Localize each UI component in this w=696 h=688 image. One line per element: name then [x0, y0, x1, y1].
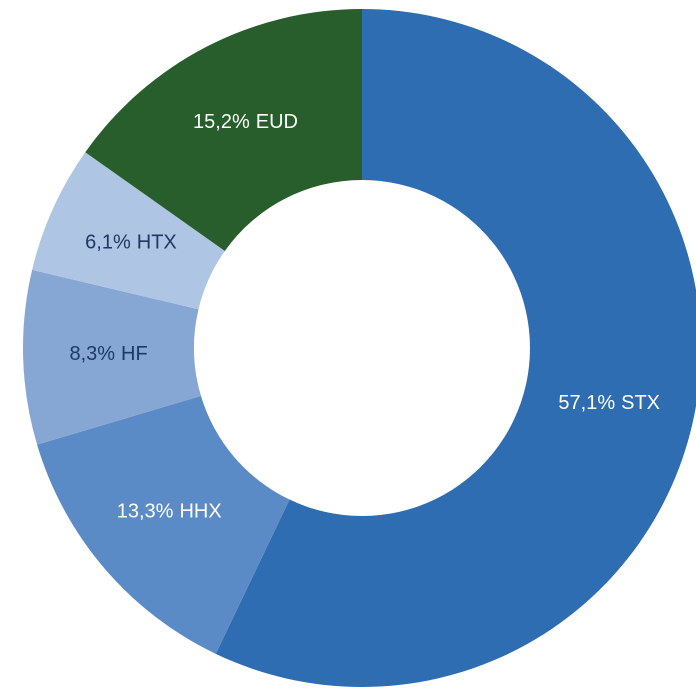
donut-slice [37, 395, 290, 654]
donut-slice [32, 152, 225, 310]
slice-label: 57,1% STX [558, 392, 660, 414]
slice-label: 6,1% HTX [85, 232, 177, 254]
slice-category-label: STX [621, 392, 660, 414]
slice-value-label: 57,1% [558, 392, 615, 414]
donut-slice [22, 269, 201, 445]
slice-label: 13,3% HHX [117, 501, 222, 523]
slice-value-label: 15,2% [193, 111, 250, 133]
slice-value-label: 8,3% [69, 343, 115, 365]
slice-category-label: HTX [137, 232, 177, 254]
slice-label: 8,3% HF [69, 343, 147, 365]
slice-value-label: 6,1% [85, 232, 131, 254]
donut-slice [215, 9, 696, 687]
donut-slice [85, 9, 363, 251]
slice-label: 15,2% EUD [193, 111, 298, 133]
slice-value-label: 13,3% [117, 501, 174, 523]
slice-category-label: EUD [256, 111, 298, 133]
slice-category-label: HF [121, 343, 148, 365]
slice-category-label: HHX [179, 501, 221, 523]
